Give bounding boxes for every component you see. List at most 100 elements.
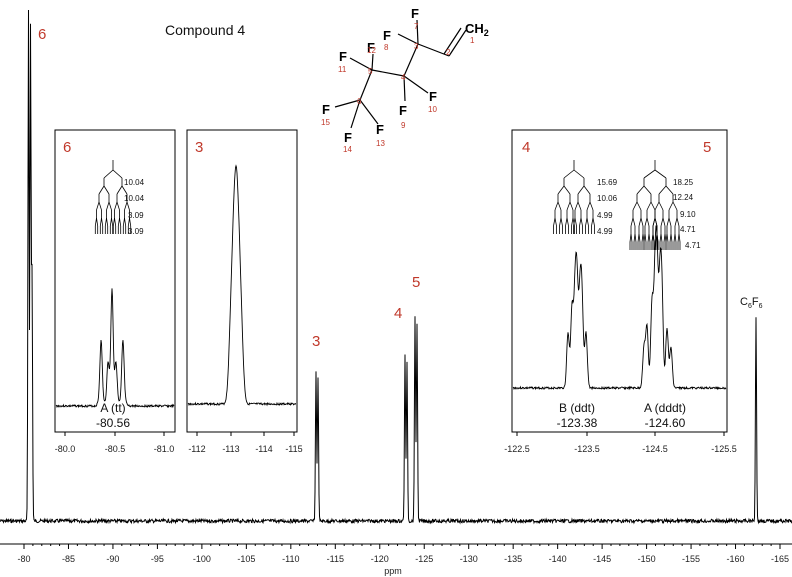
atom-f10: F — [429, 89, 437, 104]
coupling-tree-line — [660, 233, 663, 243]
inset-3-frame — [186, 129, 298, 433]
molecular-structure — [334, 19, 467, 129]
x-tick-label: -145 — [593, 554, 611, 564]
coupling-tree-line — [654, 169, 667, 179]
atom-f13: F — [376, 122, 384, 137]
x-tick-label: -105 — [237, 554, 255, 564]
coupling-tree-line — [126, 201, 130, 211]
coupling-tree-line — [591, 217, 594, 227]
coupling-tree-line — [650, 201, 656, 211]
num-15: 15 — [321, 118, 330, 127]
inset-6-multiplicity: A (tt) — [100, 401, 125, 415]
coupling-tree-line — [638, 233, 641, 243]
inset-6-ticks: -80.0 -80.5 -81.0 — [55, 432, 175, 454]
inset-5-couplings: 18.25 12.24 9.10 4.71 4.71 — [673, 178, 701, 250]
coupling-tree-line — [652, 233, 655, 243]
x-tick-label: -150 — [638, 554, 656, 564]
coupling-tree-line — [666, 217, 670, 227]
bond-2-1 — [448, 29, 467, 57]
x-tick-label: -160 — [727, 554, 745, 564]
num-11: 11 — [338, 65, 347, 74]
coupling-tree-line — [563, 185, 571, 195]
num-3: 3 — [414, 42, 419, 51]
num-8: 8 — [384, 43, 389, 52]
inset-6-j4: 3.09 — [128, 227, 144, 236]
coupling-tree-line — [553, 217, 556, 227]
coupling-tree-line — [646, 217, 650, 227]
coupling-tree-line — [108, 201, 112, 211]
atom-f11: F — [339, 49, 347, 64]
inset-6-trace — [55, 288, 175, 409]
inset-45-label-4: 4 — [522, 139, 530, 156]
coupling-tree-line — [573, 217, 576, 227]
svg-text:C6F6: C6F6 — [740, 296, 763, 310]
x-tick-label: -125 — [415, 554, 433, 564]
x-tick-label: -165 — [771, 554, 789, 564]
inset-6-frame — [54, 129, 176, 433]
coupling-tree-line — [656, 233, 659, 243]
inset-6-couplings: 10.04 10.04 3.09 3.09 — [124, 178, 145, 236]
coupling-tree-line — [644, 233, 647, 243]
num-7: 7 — [414, 22, 419, 31]
coupling-tree-line — [658, 201, 664, 211]
inset-45-tick-2: -124.5 — [642, 444, 668, 454]
inset-6: 6 10.04 10.04 3.09 3.09 A (tt) -80.56 -8… — [54, 129, 176, 454]
coupling-tree-line — [640, 217, 644, 227]
coupling-tree-line — [648, 233, 651, 243]
inset-3-tick-0: -112 — [188, 444, 205, 454]
bond-4-f10 — [403, 75, 429, 94]
coupling-tree-line — [111, 217, 114, 227]
x-axis-ticks: -80 -85 -90 -95 -100 -105 -110 -115 -120 -125 -130… — [17, 544, 789, 564]
chart-title: Compound 4 — [165, 22, 245, 38]
inset-45-trace — [512, 225, 727, 391]
coupling-tree-line — [586, 201, 591, 211]
inset-4-multiplicity: B (ddt) — [559, 401, 595, 415]
num-9: 9 — [401, 121, 406, 130]
coupling-tree-line — [643, 169, 656, 179]
coupling-tree-line — [580, 217, 583, 227]
num-12: 12 — [367, 46, 376, 55]
structure-atom-labels: F F F F F F F F F CH2 — [322, 6, 489, 145]
inset-5-shift: -124.60 — [645, 416, 686, 430]
x-tick-label: -140 — [549, 554, 567, 564]
coupling-tree-line — [636, 185, 645, 195]
coupling-tree-line — [96, 217, 99, 227]
inset-3-tick-3: -115 — [285, 444, 302, 454]
bond-5-f12 — [371, 53, 374, 71]
inset-4-coupling-tree — [553, 160, 595, 234]
inset-6-shift: -80.56 — [96, 416, 130, 430]
x-tick-label: -155 — [682, 554, 700, 564]
coupling-tree-line — [116, 201, 120, 211]
inset-45-tick-0: -122.5 — [504, 444, 530, 454]
x-tick-label: -110 — [282, 554, 299, 564]
coupling-tree-line — [569, 201, 574, 211]
inset-6-j1: 10.04 — [124, 178, 145, 187]
inset-45-frame — [511, 129, 728, 433]
inset-45-label-5: 5 — [703, 139, 711, 156]
inset-6-coupling-tree — [94, 160, 132, 234]
x-tick-label: -130 — [460, 554, 478, 564]
num-14: 14 — [343, 145, 352, 154]
inset-5-j1: 18.25 — [673, 178, 694, 187]
peak-label-c6f6: C6F6 — [740, 296, 763, 310]
inset-3-tick-2: -114 — [255, 444, 272, 454]
coupling-tree-line — [566, 201, 571, 211]
inset-6-tick-2: -81.0 — [154, 444, 175, 454]
bond-6-f15 — [334, 99, 361, 108]
x-tick-label: -85 — [62, 554, 75, 564]
inset-4-j3: 4.99 — [597, 211, 613, 220]
inset-5-j5: 4.71 — [685, 241, 701, 250]
coupling-tree-line — [554, 201, 559, 211]
peak-label-3: 3 — [312, 333, 320, 350]
inset-5-j2: 12.24 — [673, 193, 694, 202]
inset-5-j3: 9.10 — [680, 210, 696, 219]
coupling-tree-line — [678, 233, 681, 243]
atom-ch2: CH2 — [465, 21, 489, 38]
bond-6-f14 — [350, 99, 361, 129]
coupling-tree-line — [577, 201, 582, 211]
coupling-tree-line — [643, 185, 652, 195]
coupling-tree-line — [565, 217, 568, 227]
coupling-tree-line — [589, 201, 594, 211]
x-tick-label: -90 — [106, 554, 119, 564]
